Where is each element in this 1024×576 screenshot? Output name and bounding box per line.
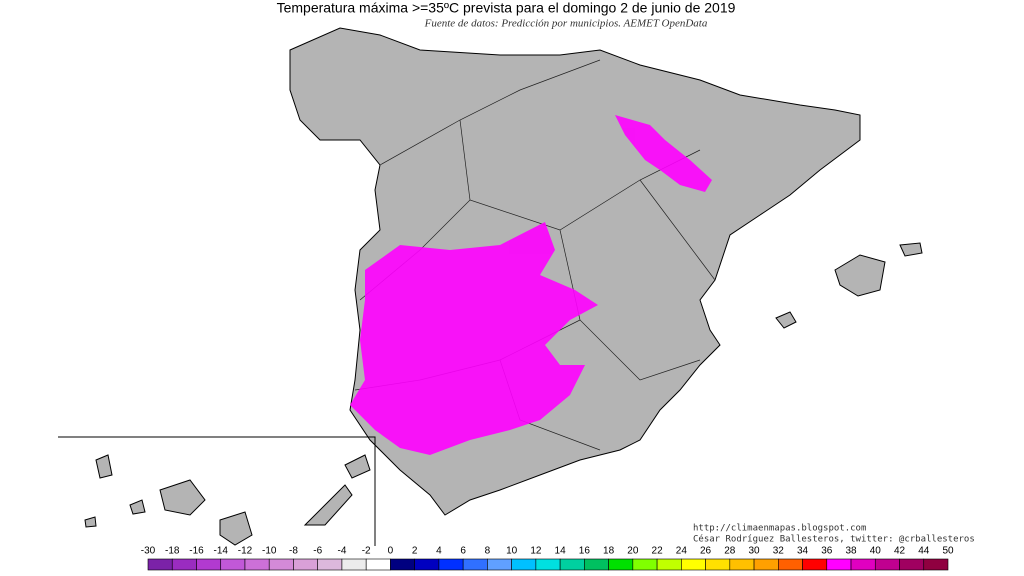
colorbar-label: 40 [870,546,882,557]
colorbar-label: -2 [362,546,371,557]
colorbar-swatch [656,558,682,571]
colorbar-swatch [244,558,270,571]
map-title: Temperatura máxima >=35ºC prevista para … [277,0,736,16]
colorbar-swatch [923,558,949,571]
hot-areas [350,115,712,455]
colorbar-label: 18 [603,546,615,557]
colorbar-swatch [729,558,755,571]
colorbar-label: -16 [189,546,204,557]
colorbar-swatch [390,558,415,571]
colorbar-swatch [147,558,173,571]
colorbar-label: -10 [262,546,277,557]
colorbar-swatch [220,558,246,571]
map-subtitle: Fuente de datos: Predicción por municipi… [424,18,708,30]
colorbar-swatch [802,558,828,571]
colorbar-swatch [365,558,391,571]
colorbar-swatch [293,558,318,571]
colorbar-label: 6 [460,546,466,557]
colorbar-label: 2 [412,546,418,557]
colorbar-swatch [826,558,852,571]
credit-url: http://climaenmapas.blogspot.com [693,524,866,534]
colorbar-swatch [632,558,658,571]
colorbar-swatch [341,558,367,571]
canary-inset-frame [58,436,376,546]
colorbar-swatch [171,558,197,571]
colorbar-label: -4 [337,546,346,557]
colorbar-swatch [535,558,561,571]
colorbar-label: -30 [141,546,156,557]
colorbar-swatch [874,558,900,571]
colorbar-label: 14 [555,546,567,557]
colorbar-label: 16 [579,546,591,557]
colorbar-label: 44 [918,546,930,557]
colorbar-swatch [317,558,343,571]
colorbar-label: 4 [436,546,442,557]
colorbar-swatch [584,558,609,571]
colorbar-label: -6 [313,546,322,557]
colorbar-label: 22 [652,546,664,557]
colorbar-label: 42 [894,546,906,557]
colorbar-label: 8 [485,546,491,557]
colorbar-label: 32 [773,546,785,557]
colorbar-swatch [608,558,634,571]
colorbar-label: 36 [821,546,833,557]
colorbar-swatch [850,558,876,571]
colorbar-swatch [414,558,440,571]
colorbar-swatch [462,558,488,571]
colorbar-swatch [899,558,925,571]
colorbar-label: 34 [797,546,809,557]
colorbar-swatch [705,558,731,571]
colorbar-label: 38 [845,546,857,557]
colorbar-label: 30 [748,546,760,557]
colorbar-label: 0 [388,546,394,557]
colorbar-label: 26 [700,546,712,557]
credit-author: César Rodríguez Ballesteros, twitter: @c… [693,534,975,545]
colorbar-swatch [753,558,779,571]
colorbar-swatch [511,558,537,571]
colorbar-swatch [559,558,585,571]
colorbar-label: 10 [506,546,518,557]
colorbar-swatch [268,558,294,571]
colorbar-label: 24 [676,546,688,557]
colorbar-label: 28 [724,546,736,557]
colorbar-label: 50 [942,546,954,557]
colorbar-label: 20 [627,546,639,557]
colorbar-label: 12 [530,546,542,557]
colorbar-swatch [778,558,803,571]
colorbar-label: -18 [165,546,180,557]
colorbar-label: -14 [214,546,229,557]
colorbar-swatch [438,558,464,571]
colorbar: -30 -18 -16 -14 -12 -10 -8 -6 -4 -2 0 2 4 6 8 10 12 14 16 1… [141,546,954,571]
colorbar-swatch [196,558,222,571]
colorbar-label: -12 [238,546,253,557]
colorbar-label: -8 [289,546,298,557]
colorbar-swatch [487,558,512,571]
colorbar-swatch [681,558,706,571]
